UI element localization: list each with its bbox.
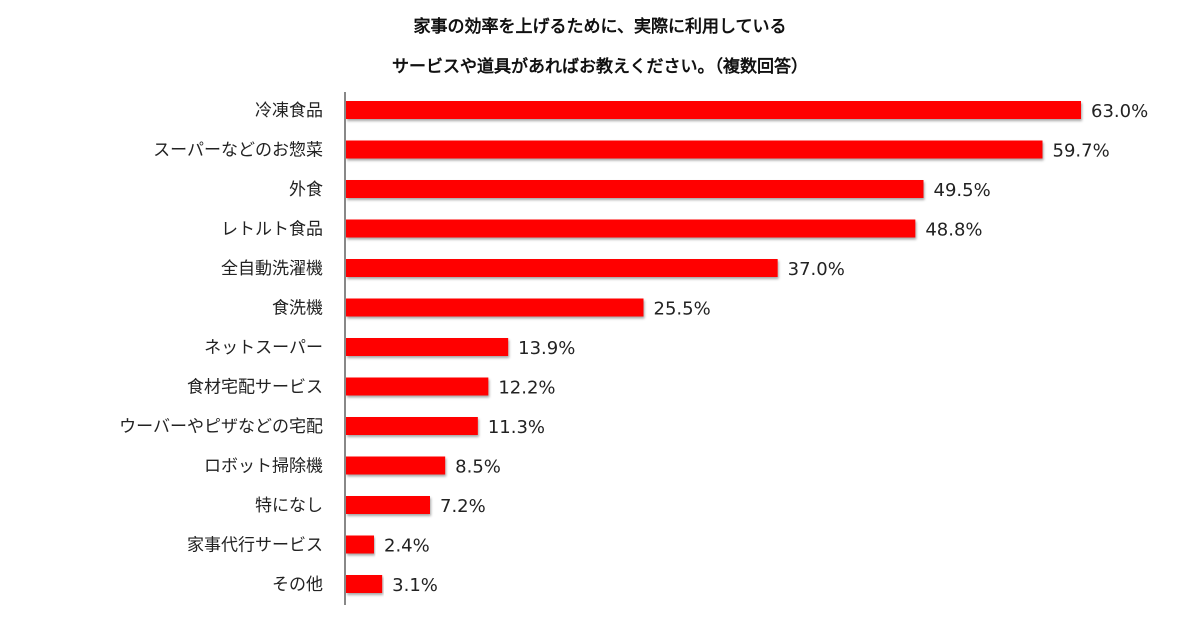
category-label: その他 xyxy=(272,575,323,595)
bar xyxy=(346,575,383,593)
value-label: 8.5% xyxy=(455,457,501,478)
category-label: ウーバーやピザなどの宅配 xyxy=(119,417,323,437)
category-label: 外食 xyxy=(289,180,323,200)
bar xyxy=(346,140,1043,159)
value-label: 11.3% xyxy=(488,417,545,438)
bar xyxy=(346,259,778,277)
bar xyxy=(346,298,644,317)
value-label: 7.2% xyxy=(440,496,486,517)
bar xyxy=(346,377,489,396)
bar xyxy=(346,338,509,356)
value-label: 13.9% xyxy=(518,338,575,359)
category-label: レトルト食品 xyxy=(221,220,323,240)
value-label: 25.5% xyxy=(654,299,711,320)
bar xyxy=(346,219,916,238)
category-label: 冷凍食品 xyxy=(255,101,323,121)
bar xyxy=(346,496,430,514)
value-label: 2.4% xyxy=(384,536,430,557)
category-label: 全自動洗濯機 xyxy=(221,259,323,279)
value-label: 12.2% xyxy=(498,378,555,399)
value-label: 3.1% xyxy=(392,575,438,596)
category-label: ロボット掃除機 xyxy=(204,457,323,477)
bar xyxy=(346,535,374,554)
bar xyxy=(346,417,478,435)
bar xyxy=(346,456,446,475)
value-label: 49.5% xyxy=(934,180,991,201)
category-label: 食洗機 xyxy=(272,299,323,319)
category-label: 特になし xyxy=(255,496,323,516)
bar xyxy=(346,180,924,198)
value-label: 59.7% xyxy=(1053,141,1110,162)
bar xyxy=(346,101,1081,119)
category-label: スーパーなどのお惣菜 xyxy=(153,141,323,161)
category-label: 食材宅配サービス xyxy=(187,378,323,398)
chart-title-line-1: 家事の効率を上げるために、実際に利用している xyxy=(413,17,787,37)
category-label: 家事代行サービス xyxy=(187,536,323,556)
category-label: ネットスーパー xyxy=(204,338,323,358)
value-label: 63.0% xyxy=(1091,101,1148,122)
chart-title-line-2: サービスや道具があればお教えください。（複数回答） xyxy=(392,57,808,77)
value-label: 37.0% xyxy=(788,259,845,280)
value-label: 48.8% xyxy=(925,220,982,241)
